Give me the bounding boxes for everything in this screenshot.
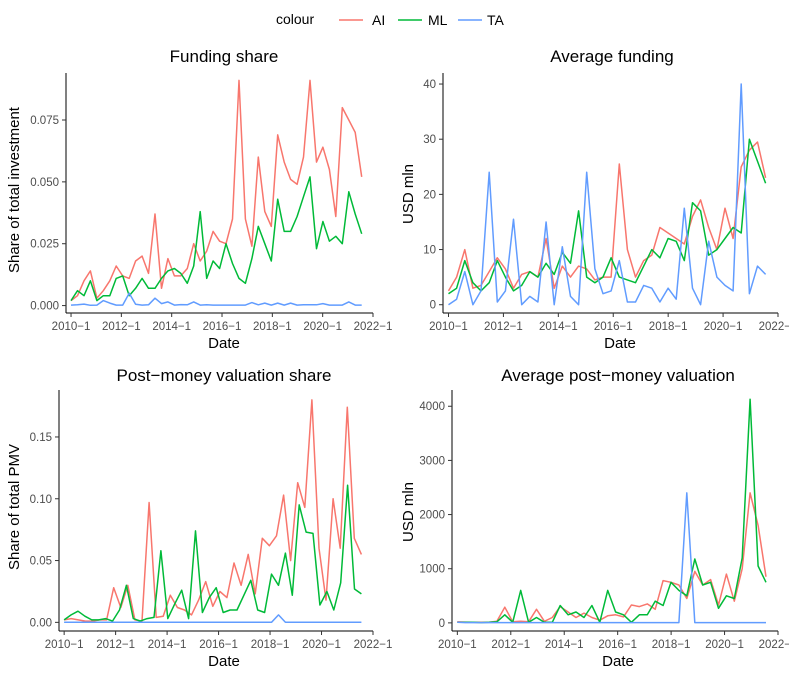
series-line-ta [70,292,362,307]
y-tick-label: 0.10 [30,494,52,506]
series-line-ml [63,484,362,622]
x-tick-label: 2018−1 [649,321,688,333]
x-tick-label: 2014−1 [148,639,187,651]
y-axis-label: Share of total PMV [6,444,23,570]
series-line-ai [447,141,767,292]
y-axis-label: USD mln [400,164,417,224]
x-tick-label: 2020−1 [704,321,743,333]
x-tick-label: 2018−1 [253,321,292,333]
series-line-ta [64,614,362,624]
panel-title: Average post−money valuation [501,366,735,385]
legend: colour AI ML TA [276,11,505,28]
x-tick-label: 2022−1 [759,639,789,651]
series-line-ml [457,398,767,624]
x-tick-label: 2020−1 [705,639,744,651]
y-tick-label: 0.00 [30,617,52,629]
panel-title: Funding share [170,47,279,66]
y-tick-label: 0.025 [30,239,59,251]
series-line-ai [70,79,363,302]
y-axis-label: Share of total investment [6,106,23,273]
y-tick-label: 1000 [419,564,445,576]
y-tick-label: 0.15 [30,432,52,444]
plot-area: 0.000 0.025 0.050 0.075 2010−1 2012−1 2014−1 20… [30,73,392,333]
x-tick-label: 2018−1 [652,639,691,651]
x-tick-label: 2022−1 [354,639,393,651]
legend-label-ml: ML [428,12,448,28]
y-tick-label: 30 [423,134,436,146]
y-tick-label: 0 [430,300,436,312]
x-tick-label: 2010−1 [45,639,84,651]
x-tick-label: 2010−1 [429,321,468,333]
x-tick-label: 2012−1 [484,321,523,333]
x-tick-label: 2012−1 [102,321,141,333]
y-tick-label: 0.05 [30,556,52,568]
x-axis-label: Date [208,653,240,670]
x-tick-label: 2010−1 [438,639,477,651]
y-tick-label: 0.075 [30,115,59,127]
x-tick-label: 2016−1 [199,639,238,651]
x-tick-label: 2016−1 [598,639,637,651]
y-tick-label: 20 [423,189,436,201]
panel-average-pmv: Average post−money valuation Date USD ml… [400,366,789,670]
series-line-ai [63,399,363,622]
x-tick-label: 2016−1 [594,321,633,333]
x-tick-label: 2014−1 [152,321,191,333]
x-axis-label: Date [602,653,634,670]
series-line-ml [70,176,363,302]
y-tick-label: 0.050 [30,177,59,189]
plot-area: 0 10 20 30 40 2010−1 2012−1 2014−1 2016−1 2018−1 2… [423,73,789,333]
x-axis-label: Date [208,335,240,352]
x-tick-label: 2012−1 [491,639,530,651]
y-tick-label: 40 [423,79,436,91]
panel-funding-share: Funding share Date Share of total invest… [6,47,392,352]
y-tick-label: 0.000 [30,301,59,313]
x-tick-label: 2018−1 [251,639,290,651]
x-tick-label: 2020−1 [302,639,341,651]
panel-average-funding: Average funding Date USD mln 0 10 20 30 40 20… [400,47,789,352]
legend-title: colour [276,11,314,27]
legend-label-ai: AI [372,12,385,28]
y-tick-label: 10 [423,245,436,257]
y-tick-label: 2000 [419,510,445,522]
y-axis-label: USD mln [400,482,417,542]
series-line-ta [448,83,767,306]
y-tick-label: 0 [439,618,445,630]
series-line-ta [457,492,766,624]
panel-pmv-share: Post−money valuation share Date Share of… [6,366,392,670]
plot-area: 0 1000 2000 3000 4000 2010−1 2012−1 2014−1 2016−… [419,390,789,651]
x-tick-label: 2014−1 [545,639,584,651]
x-tick-label: 2010−1 [52,321,91,333]
series-line-ml [448,138,767,295]
x-tick-label: 2022−1 [759,321,789,333]
x-tick-label: 2020−1 [303,321,342,333]
x-tick-label: 2014−1 [539,321,578,333]
series-line-ai [457,492,767,624]
x-tick-label: 2012−1 [96,639,135,651]
x-tick-label: 2016−1 [203,321,242,333]
x-axis-label: Date [604,335,636,352]
legend-label-ta: TA [487,12,505,28]
y-tick-label: 3000 [419,455,445,467]
x-tick-label: 2022−1 [354,321,393,333]
plot-area: 0.00 0.05 0.10 0.15 2010−1 2012−1 2014−1 2016−1… [30,390,393,651]
y-tick-label: 4000 [419,401,445,413]
panel-title: Average funding [550,47,674,66]
panel-title: Post−money valuation share [117,366,332,385]
